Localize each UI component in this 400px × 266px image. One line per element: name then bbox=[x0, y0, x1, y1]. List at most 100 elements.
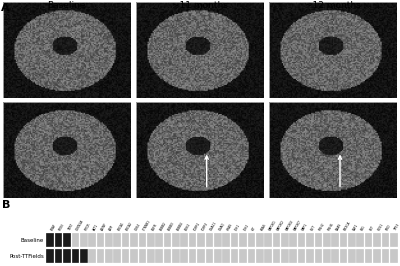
Bar bbox=[356, 249, 364, 263]
Bar bbox=[306, 233, 314, 247]
Bar bbox=[105, 233, 113, 247]
Text: HRAS: HRAS bbox=[226, 222, 234, 231]
Bar bbox=[214, 233, 222, 247]
Text: MAP2K4: MAP2K4 bbox=[285, 219, 294, 231]
Bar bbox=[114, 249, 121, 263]
Bar bbox=[46, 249, 54, 263]
Bar bbox=[164, 249, 171, 263]
Bar bbox=[382, 233, 389, 247]
Text: MAP2K2: MAP2K2 bbox=[276, 219, 286, 231]
Bar bbox=[180, 249, 188, 263]
Text: MAP1: MAP1 bbox=[302, 222, 309, 231]
Text: A: A bbox=[1, 3, 10, 13]
Bar bbox=[256, 249, 264, 263]
Text: AR/NF: AR/NF bbox=[100, 222, 108, 231]
Bar bbox=[231, 249, 238, 263]
Bar bbox=[206, 233, 213, 247]
Text: KRAS: KRAS bbox=[260, 223, 267, 231]
Text: ERBB3: ERBB3 bbox=[168, 221, 176, 231]
Bar bbox=[88, 249, 96, 263]
Bar bbox=[130, 249, 138, 263]
Bar bbox=[331, 233, 339, 247]
Text: RET: RET bbox=[369, 225, 375, 231]
Text: MET: MET bbox=[310, 224, 316, 231]
Text: ~12 months: ~12 months bbox=[306, 1, 361, 10]
Bar bbox=[306, 249, 314, 263]
Text: EDH2: EDH2 bbox=[184, 222, 192, 231]
Text: IDH2: IDH2 bbox=[243, 223, 250, 231]
Bar bbox=[239, 249, 247, 263]
Bar bbox=[269, 2, 397, 98]
Bar bbox=[264, 249, 272, 263]
Bar bbox=[273, 233, 280, 247]
Bar bbox=[273, 249, 280, 263]
Text: ATM: ATM bbox=[109, 224, 115, 231]
Bar bbox=[63, 233, 71, 247]
Text: MTOR: MTOR bbox=[84, 222, 92, 231]
Bar bbox=[80, 233, 88, 247]
Bar bbox=[72, 249, 79, 263]
Bar bbox=[55, 233, 62, 247]
Bar bbox=[373, 249, 381, 263]
Bar bbox=[382, 249, 389, 263]
Text: ROS1: ROS1 bbox=[377, 222, 384, 231]
Bar bbox=[164, 233, 171, 247]
Text: CDKN2A: CDKN2A bbox=[75, 219, 85, 231]
Text: MSH2: MSH2 bbox=[318, 222, 326, 231]
Bar bbox=[281, 233, 289, 247]
Bar bbox=[323, 233, 330, 247]
Text: FGFR2: FGFR2 bbox=[193, 221, 201, 231]
Bar bbox=[323, 249, 330, 263]
Bar bbox=[298, 249, 306, 263]
Bar bbox=[189, 233, 196, 247]
Text: B: B bbox=[2, 200, 10, 210]
Bar bbox=[314, 233, 322, 247]
Bar bbox=[298, 233, 306, 247]
Bar bbox=[147, 233, 154, 247]
Bar bbox=[46, 233, 54, 247]
Bar bbox=[214, 249, 222, 263]
Bar bbox=[138, 249, 146, 263]
Bar bbox=[373, 233, 381, 247]
Bar bbox=[314, 249, 322, 263]
Bar bbox=[269, 102, 397, 197]
Bar bbox=[340, 249, 347, 263]
Bar bbox=[248, 249, 255, 263]
Bar bbox=[197, 249, 205, 263]
Text: NBAS: NBAS bbox=[335, 222, 343, 231]
Bar bbox=[130, 233, 138, 247]
Text: Baseline: Baseline bbox=[48, 1, 86, 10]
Text: EGFR: EGFR bbox=[151, 223, 158, 231]
Bar bbox=[155, 233, 163, 247]
Text: TERT: TERT bbox=[67, 223, 74, 231]
Bar bbox=[105, 249, 113, 263]
Bar bbox=[365, 249, 372, 263]
Bar bbox=[122, 233, 130, 247]
Text: PTEN: PTEN bbox=[58, 223, 66, 231]
Text: ERBB4: ERBB4 bbox=[176, 221, 184, 231]
Bar bbox=[80, 249, 88, 263]
Text: MAP2K7: MAP2K7 bbox=[293, 219, 303, 231]
Bar bbox=[340, 233, 347, 247]
Bar bbox=[331, 249, 339, 263]
Text: BRCA1: BRCA1 bbox=[117, 221, 126, 231]
Text: TP53: TP53 bbox=[394, 223, 400, 231]
Bar bbox=[180, 233, 188, 247]
Bar bbox=[97, 233, 104, 247]
Bar bbox=[197, 233, 205, 247]
Bar bbox=[206, 249, 213, 263]
Text: MSH6: MSH6 bbox=[327, 222, 335, 231]
Text: BRCA2: BRCA2 bbox=[126, 221, 134, 231]
Bar bbox=[172, 249, 180, 263]
Bar bbox=[136, 2, 264, 98]
Bar bbox=[365, 233, 372, 247]
Bar bbox=[3, 2, 131, 98]
Text: CDK4: CDK4 bbox=[134, 222, 142, 231]
Text: BRAF: BRAF bbox=[50, 223, 58, 231]
Bar bbox=[172, 233, 180, 247]
Bar bbox=[55, 249, 62, 263]
Text: MAP2K1: MAP2K1 bbox=[268, 219, 278, 231]
Text: Post-TTFields: Post-TTFields bbox=[9, 253, 44, 259]
Bar bbox=[72, 233, 79, 247]
Text: ERBB2: ERBB2 bbox=[159, 221, 168, 231]
